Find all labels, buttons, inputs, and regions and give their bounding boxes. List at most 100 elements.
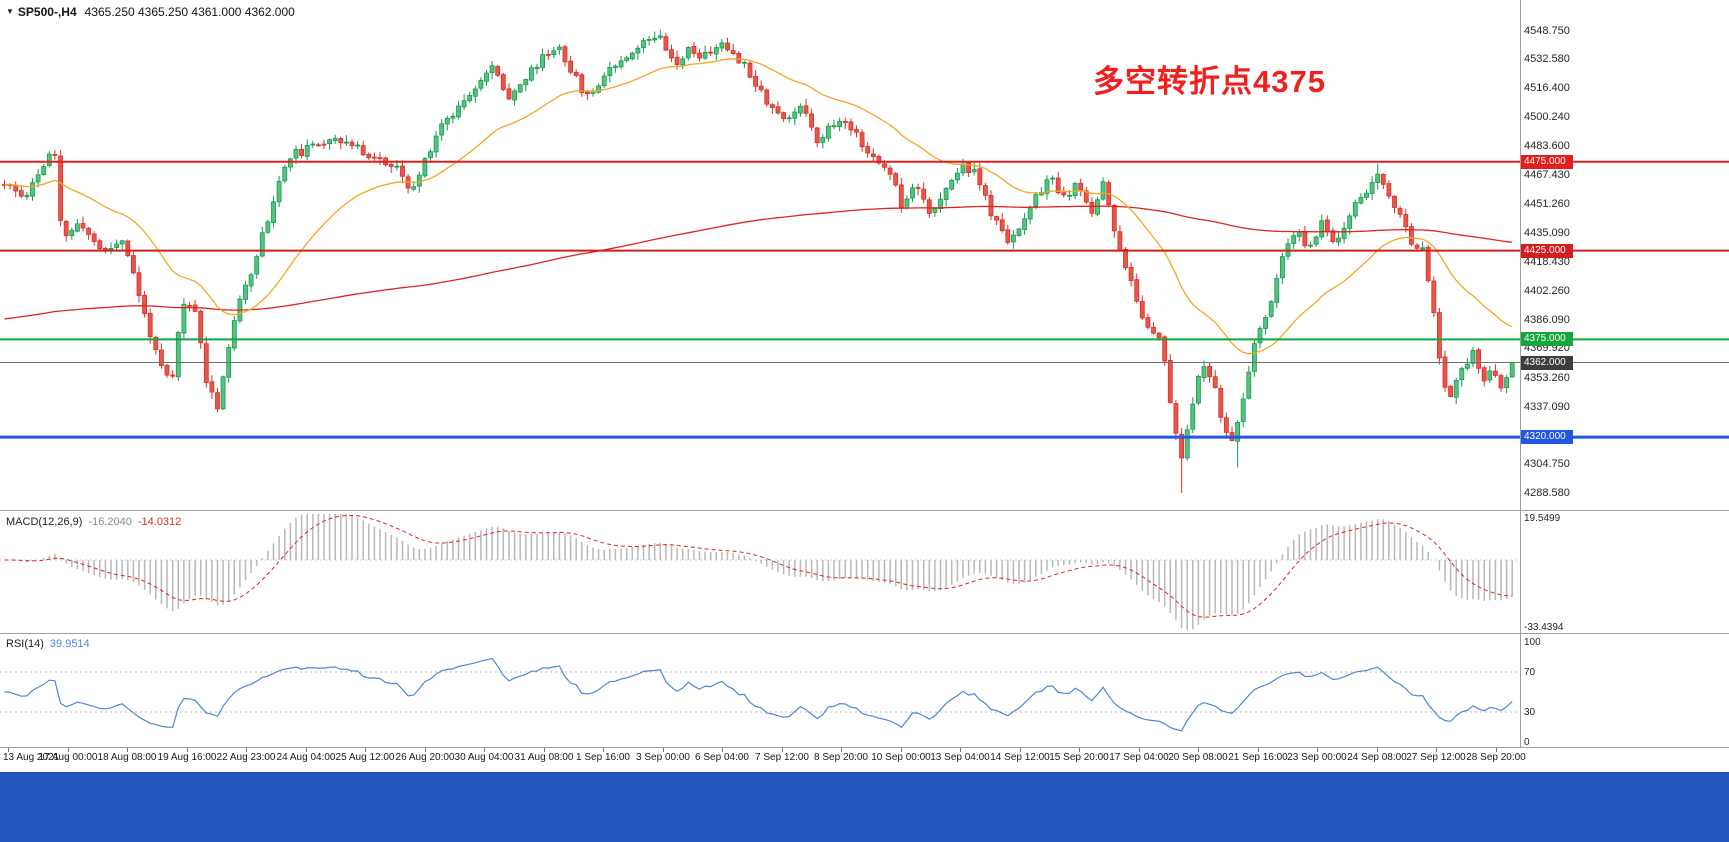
rsi-scale-label: 30 bbox=[1524, 707, 1536, 718]
candle-body bbox=[596, 85, 601, 93]
time-tick-mark bbox=[544, 748, 545, 752]
symbol-dropdown-icon[interactable]: ▼ bbox=[6, 7, 14, 16]
candle-body bbox=[1425, 246, 1431, 281]
candle-body bbox=[1016, 228, 1022, 236]
candle-body bbox=[472, 88, 478, 97]
candle-body bbox=[725, 42, 730, 51]
candle-body bbox=[321, 143, 327, 146]
candle-body bbox=[114, 243, 119, 248]
candle-body bbox=[915, 187, 921, 189]
time-tick-label: 19 Aug 16:00 bbox=[157, 752, 217, 763]
candle-body bbox=[1167, 359, 1173, 403]
candle-body bbox=[69, 229, 75, 237]
time-tick-label: 27 Sep 12:00 bbox=[1406, 752, 1466, 763]
candle-body bbox=[1156, 332, 1162, 339]
candle-body bbox=[400, 165, 405, 177]
candle-body bbox=[1011, 234, 1016, 243]
candle-body bbox=[355, 144, 361, 147]
candle-body bbox=[271, 201, 276, 223]
time-tick-mark bbox=[1198, 748, 1199, 752]
candle-body bbox=[898, 184, 904, 208]
slow-ma-line[interactable] bbox=[4, 205, 1513, 320]
candle-body bbox=[276, 180, 282, 203]
candle-body bbox=[187, 304, 192, 307]
rsi-panel-chart[interactable] bbox=[0, 634, 1729, 747]
chart-annotation-text[interactable]: 多空转折点4375 bbox=[1093, 64, 1326, 99]
main-price-chart[interactable] bbox=[0, 0, 1729, 511]
candle-body bbox=[1504, 377, 1509, 389]
candle-body bbox=[742, 61, 747, 64]
candle-body bbox=[652, 37, 658, 41]
candle-body bbox=[1218, 387, 1224, 418]
rsi-name: RSI(14) bbox=[6, 638, 44, 650]
candle-body bbox=[663, 36, 669, 51]
candle-body bbox=[1324, 219, 1330, 232]
candle-body bbox=[170, 374, 176, 377]
candle-body bbox=[1055, 177, 1061, 194]
candle-body bbox=[52, 153, 58, 156]
time-tick-mark bbox=[1139, 748, 1140, 752]
time-tick-label: 25 Aug 12:00 bbox=[335, 752, 395, 763]
time-tick-label: 18 Aug 08:00 bbox=[97, 752, 157, 763]
candle-body bbox=[433, 135, 439, 153]
candle-body bbox=[1487, 370, 1493, 381]
down-candle-wicks bbox=[4, 32, 1502, 493]
candle-body bbox=[136, 272, 142, 297]
fast-ma-line[interactable] bbox=[4, 58, 1513, 355]
candle-body bbox=[484, 72, 489, 82]
time-tick-label: 3 Sep 00:00 bbox=[636, 752, 690, 763]
candle-body bbox=[1257, 328, 1263, 344]
candle-body bbox=[820, 136, 826, 143]
candle-body bbox=[310, 143, 316, 146]
candle-body bbox=[764, 89, 770, 105]
candle-body bbox=[1397, 208, 1403, 215]
candle-body bbox=[579, 74, 585, 94]
candle-body bbox=[624, 57, 630, 61]
candle-body bbox=[534, 66, 540, 70]
candle-body bbox=[938, 198, 943, 209]
candle-body bbox=[1302, 231, 1308, 247]
candle-body bbox=[1005, 229, 1011, 243]
price-tick-label: 4467.430 bbox=[1524, 169, 1570, 181]
macd-panel-chart[interactable] bbox=[0, 511, 1729, 633]
candle-body bbox=[713, 47, 719, 55]
candle-body bbox=[366, 153, 372, 159]
rsi-value: 39.9514 bbox=[49, 638, 90, 650]
panel-separator-macd-rsi[interactable] bbox=[0, 633, 1729, 634]
time-tick-label: 17 Sep 04:00 bbox=[1109, 752, 1169, 763]
candle-body bbox=[568, 60, 573, 73]
candle-body bbox=[1201, 366, 1207, 378]
candle-body bbox=[203, 343, 209, 383]
candle-body bbox=[1375, 173, 1381, 184]
time-tick-mark bbox=[1079, 748, 1080, 752]
candle-body bbox=[259, 232, 265, 257]
candle-body bbox=[1128, 266, 1134, 281]
candle-body bbox=[523, 79, 529, 86]
time-tick-mark bbox=[722, 748, 723, 752]
time-tick-label: 10 Sep 00:00 bbox=[871, 752, 931, 763]
time-tick-label: 28 Sep 20:00 bbox=[1466, 752, 1526, 763]
rsi-scale-label: 70 bbox=[1524, 667, 1536, 678]
candle-body bbox=[1111, 204, 1117, 232]
candle-body bbox=[674, 56, 680, 66]
candle-body bbox=[1196, 375, 1201, 404]
panel-separator-main-macd[interactable] bbox=[0, 510, 1729, 511]
candle-body bbox=[416, 174, 422, 187]
candle-body bbox=[130, 255, 136, 274]
candle-body bbox=[887, 167, 893, 175]
time-tick-mark bbox=[663, 748, 664, 752]
candle-body bbox=[1224, 417, 1229, 433]
macd-signal-value: -14.0312 bbox=[137, 516, 182, 528]
candle-body bbox=[158, 349, 164, 367]
taskbar[interactable] bbox=[0, 772, 1729, 842]
time-tick-label: 24 Sep 08:00 bbox=[1347, 752, 1407, 763]
price-tag-4425: 4425.000 bbox=[1521, 244, 1573, 258]
candle-body bbox=[1296, 231, 1302, 237]
candle-body bbox=[910, 187, 915, 199]
candle-body bbox=[1313, 236, 1319, 245]
candle-body bbox=[949, 179, 955, 190]
candle-body bbox=[265, 221, 271, 233]
candle-body bbox=[1414, 244, 1420, 249]
time-tick-mark bbox=[8, 748, 9, 752]
candle-body bbox=[164, 364, 170, 376]
